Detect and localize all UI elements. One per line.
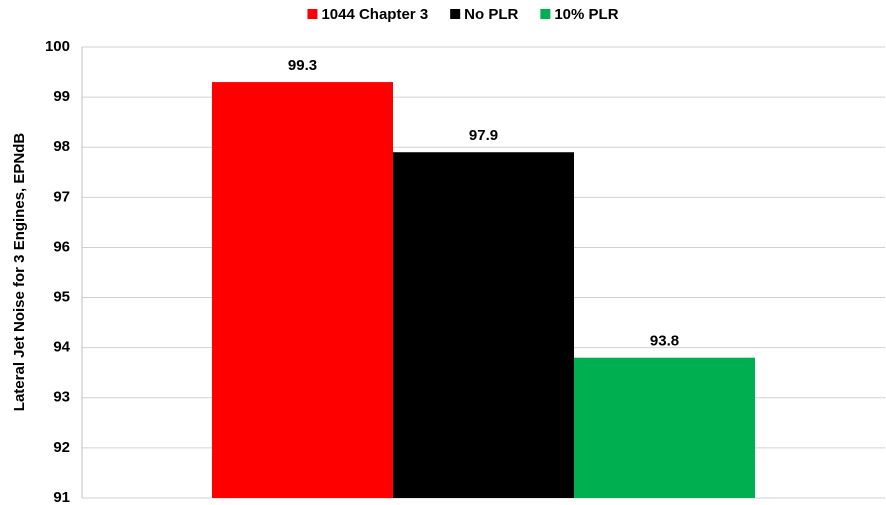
y-tick-label: 98 bbox=[53, 138, 70, 155]
y-tick-label: 92 bbox=[53, 439, 70, 456]
legend-label: 10% PLR bbox=[554, 6, 618, 23]
legend-label: 1044 Chapter 3 bbox=[321, 6, 428, 23]
y-tick-label: 96 bbox=[53, 238, 70, 255]
y-tick-label: 91 bbox=[53, 489, 70, 505]
data-label: 99.3 bbox=[288, 57, 317, 74]
legend-label: No PLR bbox=[464, 6, 518, 23]
y-tick-label: 94 bbox=[53, 339, 70, 356]
legend-swatch bbox=[307, 9, 318, 19]
y-tick-label: 95 bbox=[53, 289, 70, 306]
bar bbox=[574, 357, 755, 498]
legend-swatch bbox=[450, 9, 461, 19]
y-tick-label: 99 bbox=[53, 88, 70, 105]
legend-swatch bbox=[540, 9, 551, 19]
y-axis-label: Lateral Jet Noise for 3 Engines, EPNdB bbox=[11, 133, 28, 412]
bar bbox=[212, 82, 393, 499]
data-label: 97.9 bbox=[469, 127, 498, 144]
data-label: 93.8 bbox=[650, 333, 679, 350]
y-tick-label: 100 bbox=[45, 38, 70, 55]
bar bbox=[393, 152, 574, 498]
y-tick-label: 97 bbox=[53, 188, 70, 205]
y-tick-label: 93 bbox=[53, 389, 70, 406]
